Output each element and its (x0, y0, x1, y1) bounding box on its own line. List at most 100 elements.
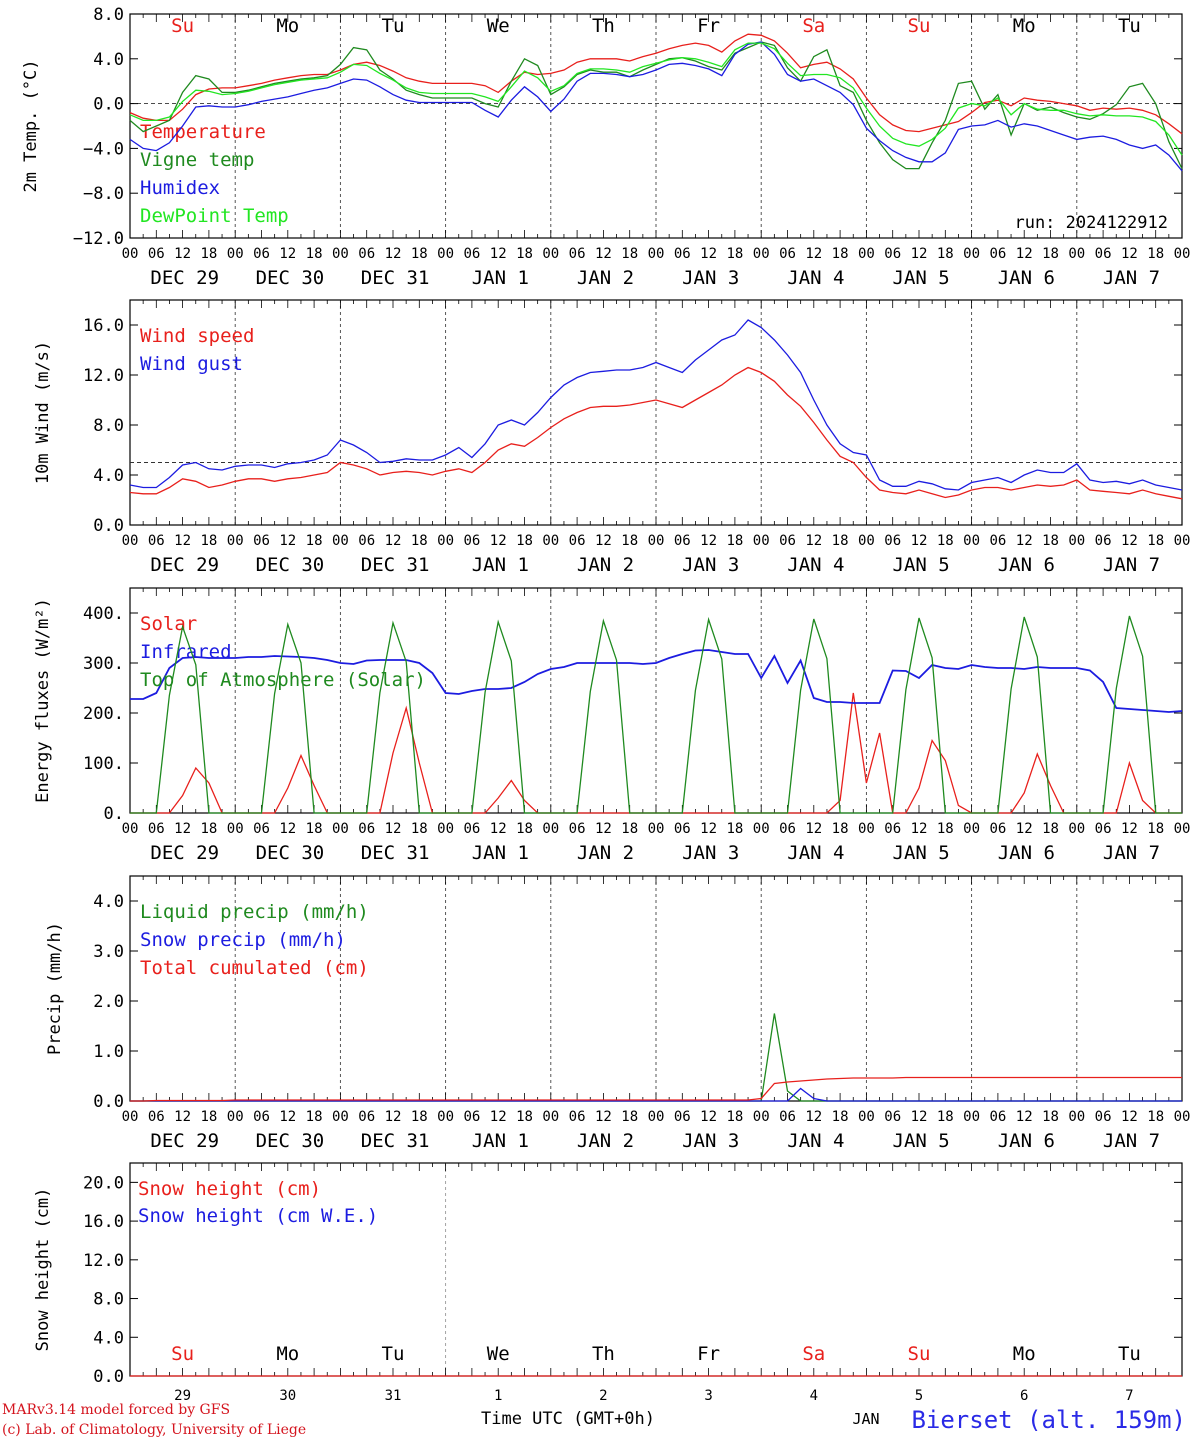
day-of-month-label: 5 (915, 1388, 923, 1404)
hour-label: 06 (569, 246, 586, 262)
day-of-month-label: 30 (279, 1388, 296, 1404)
date-label: JAN 6 (998, 842, 1055, 864)
y-tick-label: 0.0 (93, 95, 124, 115)
hour-label: 18 (411, 533, 428, 549)
date-label: JAN 3 (682, 842, 739, 864)
hour-label: 18 (726, 821, 743, 837)
hour-label: 00 (648, 246, 665, 262)
hour-label: 06 (463, 1109, 480, 1125)
hour-label: 18 (937, 533, 954, 549)
date-label: DEC 29 (150, 554, 219, 576)
panel-1: 8.0 4.0 0.0 −4.0 −8.0 −12.0 2m Temp. (°C) Tempe… (21, 5, 1190, 289)
hour-label: 00 (542, 1109, 559, 1125)
hour-label: 06 (253, 821, 270, 837)
hour-label: 06 (884, 246, 901, 262)
hour-label: 06 (569, 821, 586, 837)
hour-label: 18 (832, 1109, 849, 1125)
date-label: JAN 3 (682, 554, 739, 576)
date-label: JAN 3 (682, 1130, 739, 1152)
hour-label: 06 (674, 1109, 691, 1125)
series-line-2 (129, 41, 1183, 170)
series-line-3 (129, 41, 1183, 172)
hour-label: 00 (122, 821, 139, 837)
date-label: JAN 1 (472, 842, 529, 864)
legend-entry-2: Snow height (cm W.E.) (138, 1205, 378, 1227)
y-tick-label: 100. (83, 754, 124, 774)
hour-label: 18 (937, 1109, 954, 1125)
hour-label: 00 (437, 246, 454, 262)
chart-panels: 8.0 4.0 0.0 −4.0 −8.0 −12.0 2m Temp. (°C) Tempe… (21, 5, 1190, 1404)
date-label: DEC 29 (150, 842, 219, 864)
legend-entry-1: Solar (140, 613, 197, 635)
hour-label: 18 (832, 533, 849, 549)
day-of-month-label: 29 (174, 1388, 191, 1404)
hour-label: 12 (279, 533, 296, 549)
hour-label: 00 (1068, 1109, 1085, 1125)
hour-label: 00 (437, 1109, 454, 1125)
weekday-label: Mo (1013, 1343, 1036, 1365)
hour-label: 06 (989, 533, 1006, 549)
hour-label: 12 (174, 246, 191, 262)
hour-label: 18 (1042, 533, 1059, 549)
weekday-label: Fr (697, 15, 720, 37)
hour-label: 06 (358, 533, 375, 549)
y-tick-label: −8.0 (83, 184, 124, 204)
y-axis-label: Snow height (cm) (33, 1188, 53, 1352)
hour-label: 18 (621, 246, 638, 262)
hour-label: 00 (122, 533, 139, 549)
hour-label: 18 (200, 1109, 217, 1125)
hour-label: 12 (279, 1109, 296, 1125)
weekday-label: Th (592, 15, 615, 37)
legend-entry-2: Infrared (140, 641, 232, 663)
hour-label: 18 (937, 246, 954, 262)
hour-label: 12 (700, 533, 717, 549)
weekday-label: Su (908, 15, 931, 37)
y-tick-label: 0.0 (93, 1367, 124, 1387)
date-label: JAN 6 (998, 1130, 1055, 1152)
credit-line-2: (c) Lab. of Climatology, University of L… (2, 1422, 306, 1438)
legend-entry-2: Snow precip (mm/h) (140, 929, 346, 951)
hour-label: 12 (805, 821, 822, 837)
hour-label: 00 (1068, 246, 1085, 262)
date-label: JAN 2 (577, 842, 634, 864)
y-tick-label: −12.0 (73, 229, 124, 249)
hour-label: 18 (1147, 1109, 1164, 1125)
y-tick-label: −4.0 (83, 139, 124, 159)
hour-label: 12 (279, 246, 296, 262)
hour-label: 06 (674, 821, 691, 837)
hour-label: 06 (358, 246, 375, 262)
y-tick-label: 4.0 (93, 466, 124, 486)
y-tick-label: 16.0 (83, 1212, 124, 1232)
hour-label: 18 (1147, 246, 1164, 262)
weekday-label: Mo (276, 15, 299, 37)
series-line-1 (129, 366, 1183, 500)
hour-label: 06 (779, 1109, 796, 1125)
hour-label: 06 (463, 533, 480, 549)
weekday-label: Mo (1013, 15, 1036, 37)
hour-label: 00 (858, 1109, 875, 1125)
series-line-2 (130, 1087, 1182, 1102)
hour-label: 18 (200, 533, 217, 549)
date-label: DEC 29 (150, 267, 219, 289)
hour-label: 12 (1121, 533, 1138, 549)
hour-label: 12 (385, 1109, 402, 1125)
legend-entry-1: Liquid precip (mm/h) (140, 901, 369, 923)
hour-label: 18 (516, 533, 533, 549)
weekday-label: Sa (802, 15, 825, 37)
hour-label: 06 (358, 821, 375, 837)
date-label: JAN 4 (787, 1130, 844, 1152)
hour-label: 18 (306, 1109, 323, 1125)
hour-label: 00 (122, 246, 139, 262)
weekday-label: Mo (276, 1343, 299, 1365)
y-tick-label: 0.0 (93, 516, 124, 536)
hour-label: 12 (1016, 246, 1033, 262)
hour-label: 12 (1121, 821, 1138, 837)
hour-label: 00 (437, 533, 454, 549)
date-label: DEC 31 (361, 554, 430, 576)
hour-label: 06 (884, 1109, 901, 1125)
panel-5: 0.0 4.0 8.0 12.0 16.0 20.0 Snow height (cm) Sno… (33, 1162, 1183, 1404)
hour-label: 18 (306, 533, 323, 549)
y-tick-label: 16.0 (83, 316, 124, 336)
legend-entry-2: Wind gust (140, 353, 243, 375)
y-axis-label: 10m Wind (m/s) (33, 341, 53, 484)
